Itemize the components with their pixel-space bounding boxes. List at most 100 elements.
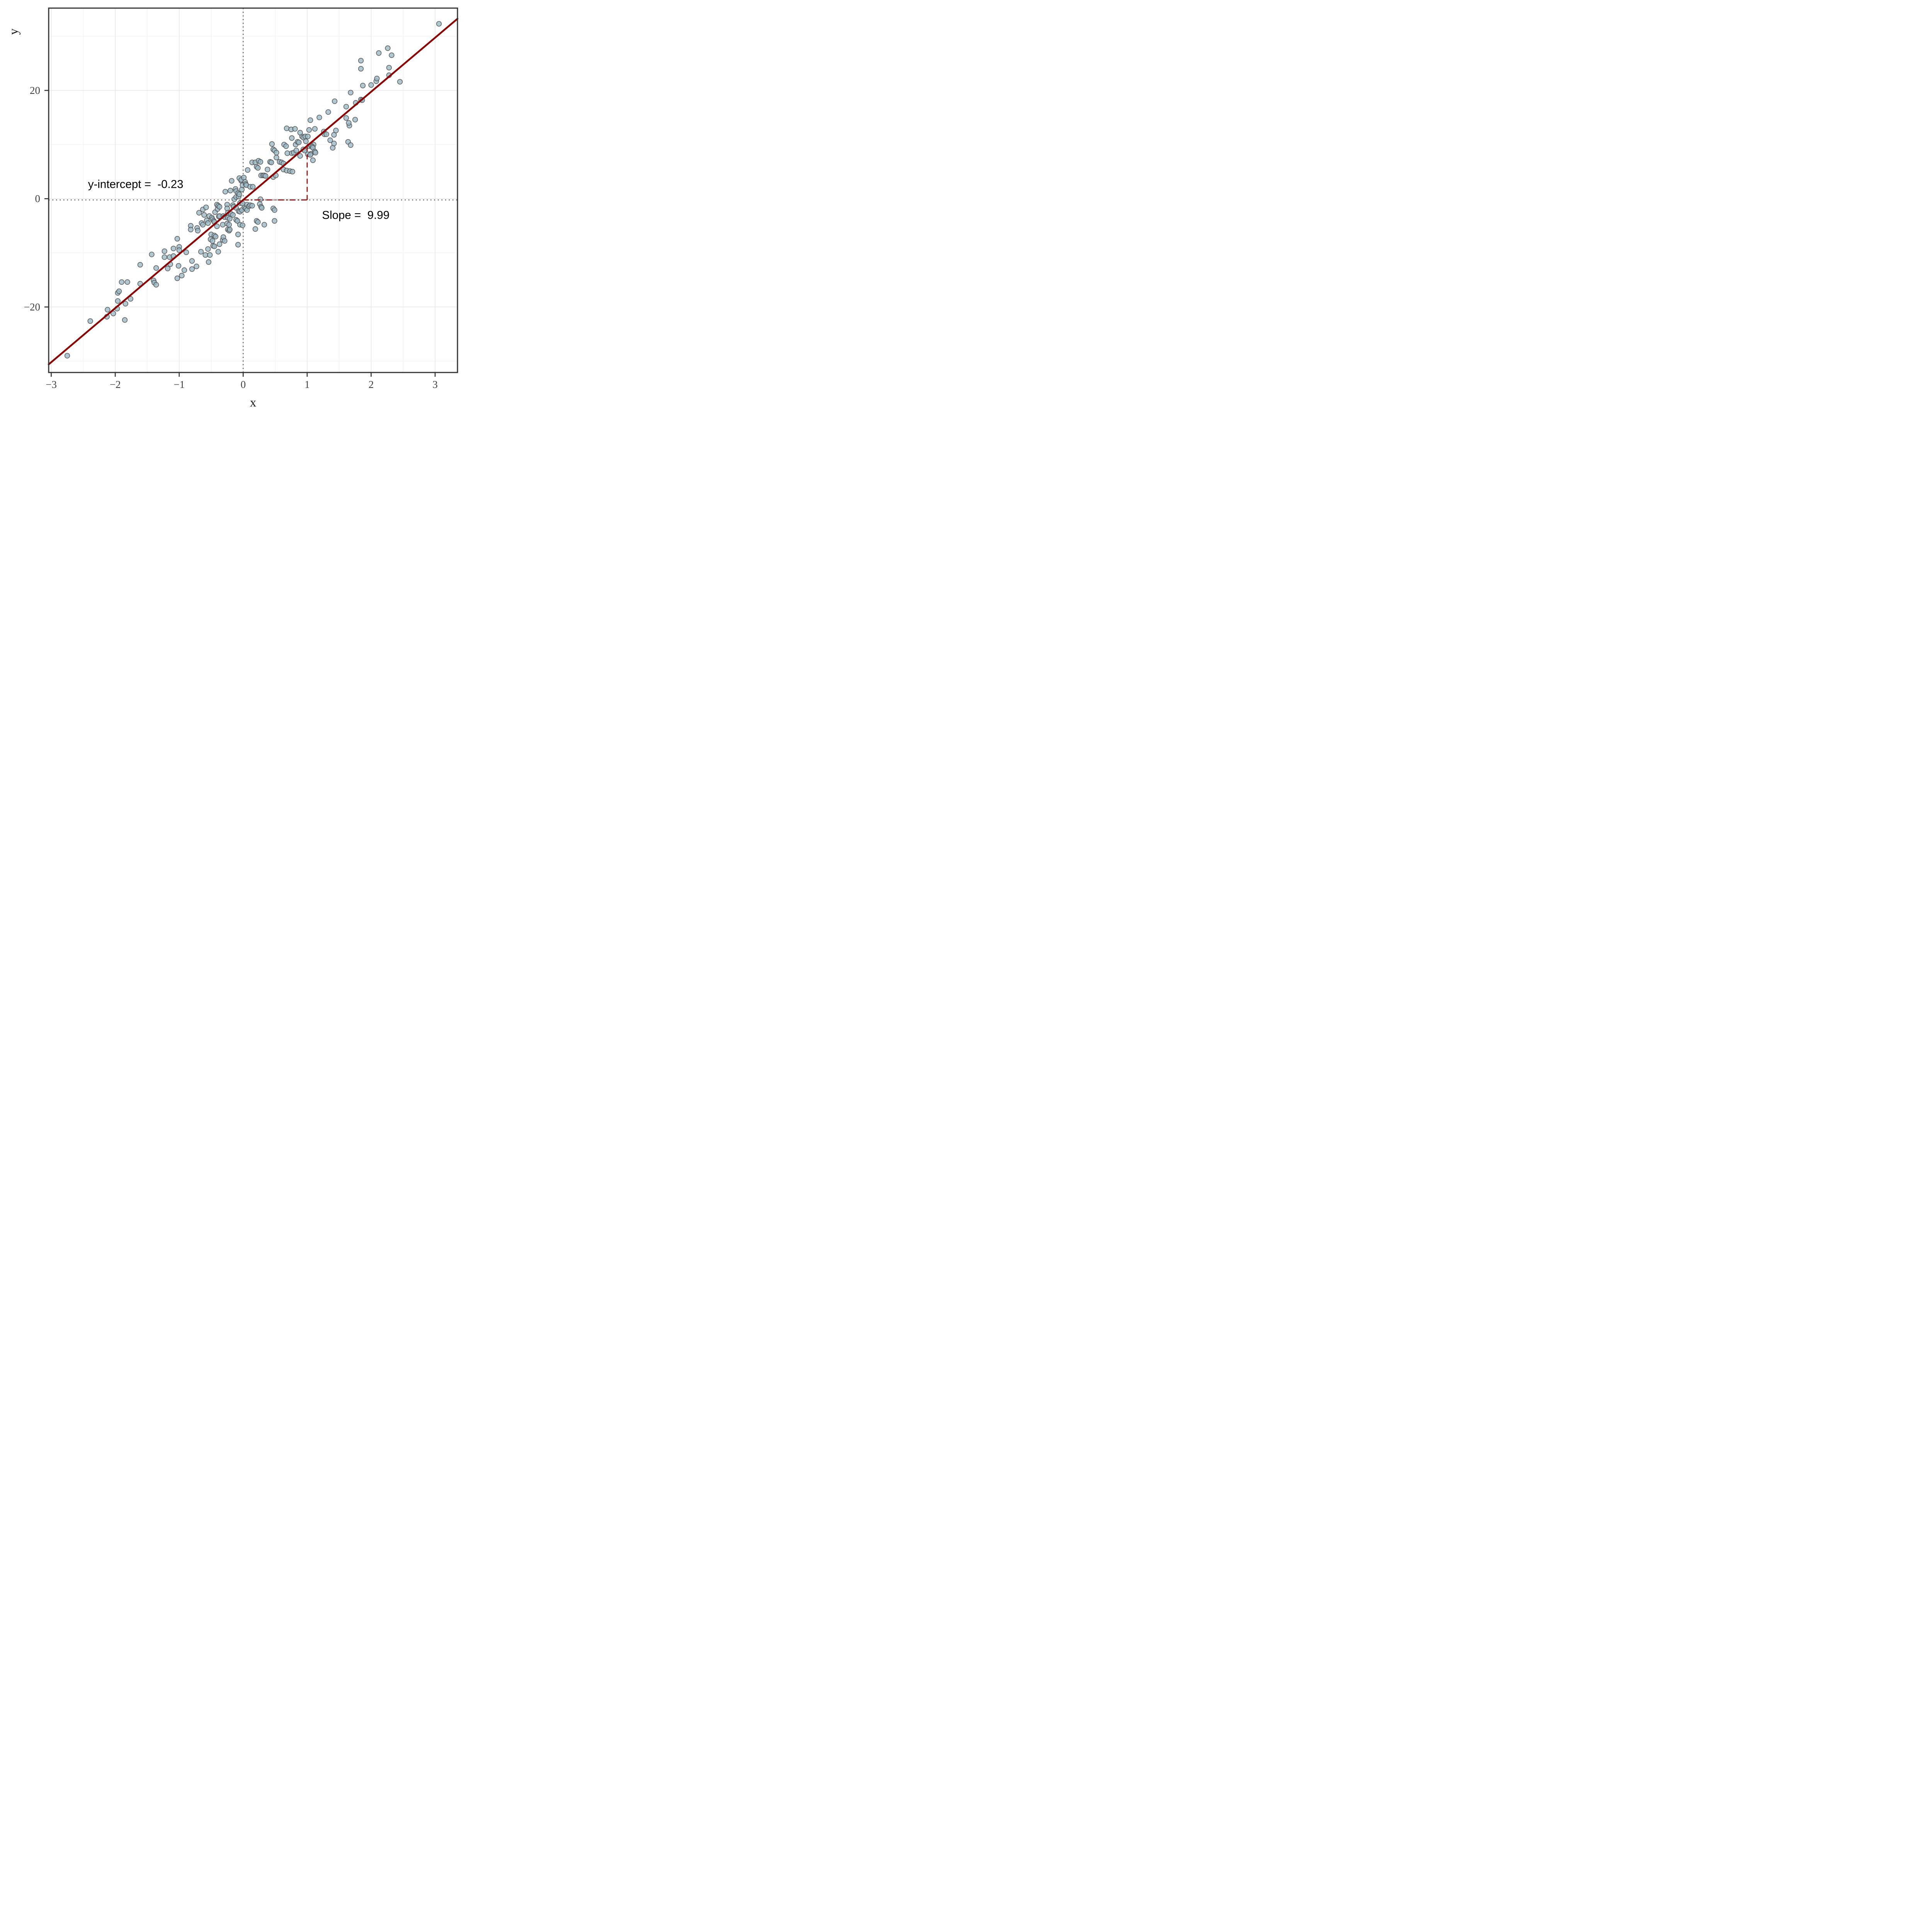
- data-point: [213, 234, 219, 240]
- data-point: [119, 279, 124, 285]
- data-point: [331, 132, 337, 138]
- x-tick-label: −1: [173, 379, 185, 390]
- data-point: [194, 264, 199, 269]
- data-point: [312, 126, 318, 132]
- data-point: [305, 133, 311, 139]
- data-point: [176, 247, 182, 253]
- data-point: [386, 65, 392, 71]
- data-point: [257, 196, 264, 202]
- data-point: [252, 226, 258, 232]
- x-tick-label: −3: [46, 379, 57, 390]
- y-tick-label: −20: [24, 301, 40, 313]
- data-point: [265, 167, 270, 172]
- x-tick-label: 0: [241, 379, 246, 390]
- x-tick-label: −2: [110, 379, 121, 390]
- data-point: [200, 222, 206, 228]
- data-point: [303, 138, 309, 144]
- data-point: [385, 45, 391, 51]
- data-point: [162, 254, 167, 260]
- data-point: [306, 127, 312, 133]
- data-point: [240, 222, 245, 228]
- data-point: [274, 150, 279, 156]
- x-tick-label: 2: [369, 379, 374, 390]
- data-point: [189, 266, 195, 272]
- data-point: [87, 318, 93, 324]
- data-point: [255, 219, 261, 225]
- data-point: [122, 317, 128, 323]
- data-point: [153, 282, 159, 288]
- data-point: [124, 279, 130, 285]
- data-point: [255, 165, 261, 171]
- data-point: [272, 218, 277, 224]
- data-point: [346, 120, 352, 126]
- data-point: [297, 130, 303, 136]
- data-point: [149, 252, 155, 257]
- data-point: [331, 141, 337, 146]
- data-point: [116, 288, 122, 294]
- y-axis-label: y: [7, 28, 21, 35]
- scatter-plot-figure: −3 −2 −1 0 1 2 3 20 0 −20 x y y-intercept = -0.23 Slo…: [0, 0, 464, 417]
- data-point: [235, 231, 241, 237]
- data-point: [209, 238, 216, 244]
- data-point: [397, 79, 403, 85]
- tick-marks: [44, 90, 436, 377]
- data-point: [174, 276, 180, 281]
- data-point: [165, 265, 171, 272]
- data-point: [374, 76, 380, 82]
- data-point: [201, 212, 207, 218]
- data-point: [207, 252, 213, 258]
- data-point: [297, 153, 303, 159]
- regression-line: [48, 18, 459, 366]
- data-point: [128, 296, 134, 302]
- data-point: [162, 248, 167, 254]
- y-tick-label: 0: [35, 193, 41, 204]
- data-point: [220, 222, 226, 228]
- data-point: [358, 58, 364, 64]
- data-point: [115, 298, 121, 304]
- data-point: [236, 191, 242, 197]
- data-point: [323, 131, 329, 137]
- data-point: [226, 222, 232, 228]
- data-point: [257, 159, 264, 165]
- data-point: [332, 98, 338, 104]
- x-tick-label: 3: [432, 379, 438, 390]
- data-point: [389, 52, 395, 58]
- data-point: [230, 212, 236, 218]
- data-point: [296, 139, 302, 145]
- intercept-annotation: y-intercept = -0.23: [88, 178, 184, 190]
- data-point: [272, 207, 277, 213]
- data-point: [235, 242, 241, 248]
- data-point: [211, 243, 217, 249]
- data-point: [376, 50, 382, 56]
- data-point: [202, 252, 208, 258]
- data-point: [308, 117, 313, 123]
- minor-gridlines: [49, 8, 457, 372]
- data-point: [64, 353, 70, 359]
- data-point: [284, 125, 290, 131]
- data-point: [283, 143, 289, 149]
- data-point: [181, 267, 187, 273]
- data-point: [196, 210, 202, 216]
- data-point: [249, 203, 255, 209]
- data-point: [188, 226, 194, 233]
- data-point: [195, 228, 201, 234]
- data-point: [269, 160, 274, 165]
- data-point: [122, 301, 128, 307]
- data-point: [227, 226, 233, 233]
- data-point: [343, 104, 349, 110]
- data-point: [229, 178, 235, 184]
- x-axis-label: x: [250, 396, 257, 410]
- data-point: [343, 115, 349, 121]
- data-point: [263, 173, 269, 179]
- data-point: [137, 262, 143, 268]
- data-point: [216, 204, 223, 210]
- data-point: [203, 204, 209, 210]
- data-point: [325, 109, 331, 115]
- data-point: [245, 167, 251, 173]
- data-point: [316, 114, 322, 121]
- data-point: [222, 238, 228, 244]
- data-point: [313, 150, 318, 156]
- data-point: [289, 169, 295, 175]
- y-tick-label: 20: [30, 85, 40, 96]
- data-point: [214, 223, 220, 229]
